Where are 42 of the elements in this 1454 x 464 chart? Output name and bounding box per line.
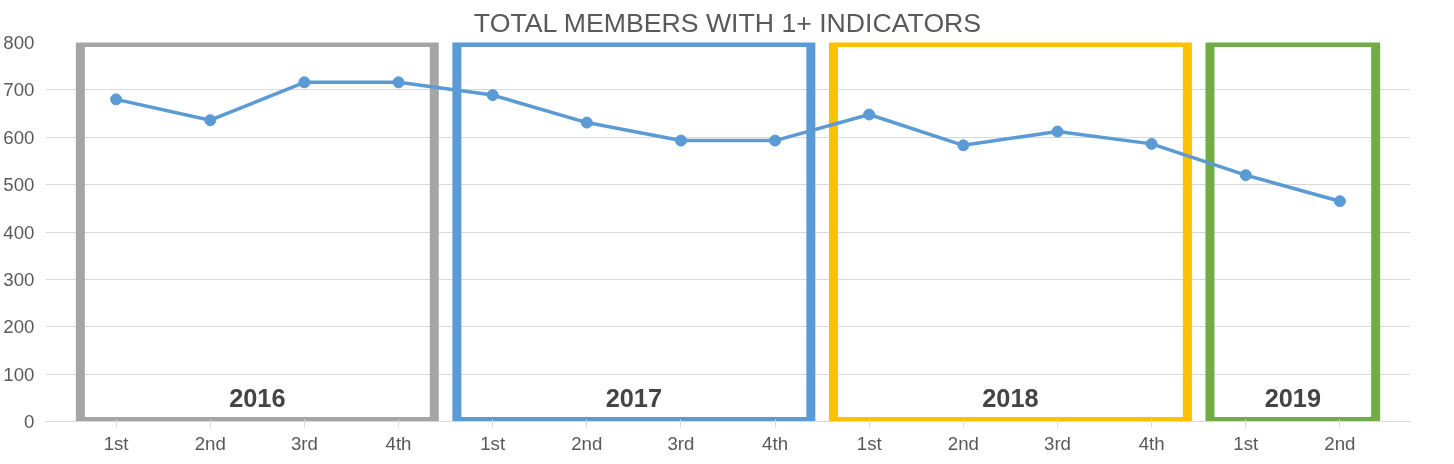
x-tick-label: 1st xyxy=(856,432,883,454)
x-tick-label: 2nd xyxy=(194,432,226,454)
x-tick-label: 2nd xyxy=(947,432,979,454)
point xyxy=(863,108,876,121)
y-tick-label: 200 xyxy=(3,316,35,338)
x-tick-label: 3rd xyxy=(290,432,318,454)
x-tick-label: 4th xyxy=(385,432,412,454)
x-tick-label: 1st xyxy=(103,432,130,454)
point xyxy=(1239,169,1252,182)
point xyxy=(1145,137,1158,150)
y-tick-label: 600 xyxy=(3,126,35,148)
point xyxy=(204,114,217,127)
point xyxy=(769,134,782,147)
x-tick-label: 3rd xyxy=(1044,432,1071,454)
point xyxy=(957,139,970,152)
x-tick-label: 2nd xyxy=(571,432,603,454)
annotation: 2019 xyxy=(1264,384,1322,413)
y-tick-label: 700 xyxy=(3,79,35,101)
point xyxy=(392,76,405,89)
x-tick-label: 4th xyxy=(762,432,789,454)
x-tick-label: 1st xyxy=(480,432,506,454)
annotation: 2016 xyxy=(229,384,286,413)
y-tick-label: 100 xyxy=(3,363,35,385)
point xyxy=(1333,195,1346,208)
y-tick-label: 0 xyxy=(24,411,35,432)
point xyxy=(486,89,499,102)
x-tick-label: 2nd xyxy=(1324,432,1356,454)
chart-title: TOTAL MEMBERS WITH 1+ INDICATORS xyxy=(473,7,982,38)
point xyxy=(298,76,311,89)
y-tick-label: 300 xyxy=(3,268,35,290)
y-tick-label: 800 xyxy=(3,32,35,53)
annotation: 2018 xyxy=(982,384,1039,413)
annotation: 2017 xyxy=(605,384,663,413)
x-tick-label: 1st xyxy=(1233,432,1260,454)
y-tick-label: 400 xyxy=(3,221,35,243)
point xyxy=(1051,125,1064,138)
x-tick-label: 4th xyxy=(1138,432,1165,454)
point xyxy=(110,93,123,106)
point xyxy=(580,116,593,129)
y-tick-label: 500 xyxy=(3,174,35,196)
x-tick-label: 3rd xyxy=(667,432,695,454)
point xyxy=(674,134,687,147)
